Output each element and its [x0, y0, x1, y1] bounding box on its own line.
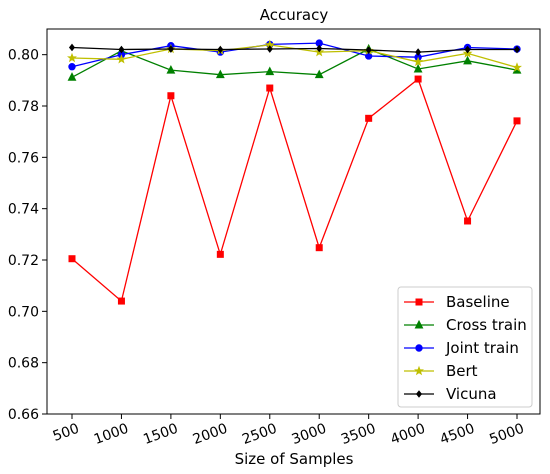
- legend-label-vicuna: Vicuna: [446, 385, 497, 403]
- y-tick-label: 0.80: [8, 48, 39, 64]
- data-point-baseline: [464, 217, 472, 225]
- legend-label-cross-train: Cross train: [446, 316, 527, 334]
- legend-marker-vicuna: [415, 390, 423, 398]
- data-point-baseline: [68, 255, 76, 263]
- data-point-cross-train: [463, 55, 472, 65]
- series-layer: [67, 39, 522, 305]
- x-tick-label: 4500: [438, 421, 477, 448]
- data-point-bert: [512, 62, 522, 72]
- x-tick-label: 4000: [389, 421, 428, 448]
- legend-item-baseline: Baseline: [404, 293, 510, 311]
- data-point-baseline: [266, 84, 274, 92]
- legend: Baseline Cross train Joint train Bert Vicuna: [397, 286, 533, 408]
- data-point-baseline: [315, 244, 323, 252]
- y-tick-label: 0.68: [8, 356, 39, 372]
- legend-item-bert: Bert: [404, 362, 478, 380]
- y-axis: 0.66 0.68 0.70 0.72 0.74 0.76 0.78 0.80: [8, 48, 47, 423]
- series-line-joint-train: [71, 42, 518, 68]
- data-point-vicuna: [415, 48, 422, 56]
- x-tick-label: 3000: [290, 421, 329, 448]
- data-point-bert: [413, 56, 424, 67]
- series-line-cross-train: [71, 48, 518, 78]
- data-point-vicuna: [217, 45, 224, 54]
- legend-item-joint-train: Joint train: [404, 339, 519, 357]
- legend-marker-cross-train: [414, 319, 424, 329]
- series-joint-train: [68, 39, 521, 71]
- data-point-baseline: [167, 92, 175, 100]
- y-tick-label: 0.76: [8, 150, 39, 166]
- data-point-bert: [67, 52, 77, 63]
- x-tick-label: 1500: [141, 421, 180, 448]
- data-point-baseline: [513, 117, 521, 125]
- chart-title: Accuracy: [260, 6, 329, 24]
- data-point-cross-train: [215, 69, 225, 79]
- legend-item-vicuna: Vicuna: [404, 385, 497, 403]
- x-axis-label: Size of Samples: [235, 450, 354, 468]
- x-tick-label: 3500: [339, 421, 378, 448]
- x-tick-label: 2000: [191, 421, 230, 448]
- y-tick-label: 0.70: [8, 304, 39, 320]
- data-point-vicuna: [365, 46, 372, 54]
- legend-marker-joint-train: [415, 344, 423, 352]
- x-tick-label: 500: [51, 421, 82, 445]
- data-point-vicuna: [316, 44, 323, 53]
- data-point-cross-train: [67, 72, 77, 81]
- legend-label-joint-train: Joint train: [445, 339, 519, 357]
- data-point-bert: [116, 54, 127, 64]
- data-point-cross-train: [265, 66, 275, 76]
- data-point-cross-train: [166, 64, 176, 74]
- y-tick-label: 0.66: [8, 407, 39, 423]
- x-axis: 500 1000 1500 2000 2500 3000 3500 4000 4500 5000: [51, 414, 526, 448]
- data-point-vicuna: [118, 45, 125, 54]
- y-tick-label: 0.78: [8, 99, 39, 115]
- y-tick-label: 0.74: [8, 202, 39, 218]
- data-point-vicuna: [266, 45, 273, 53]
- series-baseline: [68, 75, 521, 305]
- series-line-baseline: [71, 78, 518, 303]
- legend-marker-baseline: [415, 298, 423, 306]
- data-point-joint-train: [68, 63, 76, 71]
- x-tick-label: 1000: [92, 421, 131, 448]
- x-tick-label: 2500: [240, 421, 279, 448]
- data-point-vicuna: [68, 43, 76, 52]
- data-point-baseline: [365, 114, 373, 122]
- series-line-vicuna: [71, 46, 517, 53]
- data-point-baseline: [117, 297, 125, 305]
- data-point-vicuna: [167, 45, 174, 53]
- plot-frame: [46, 28, 541, 415]
- legend-item-cross-train: Cross train: [404, 316, 527, 334]
- data-point-cross-train: [314, 69, 324, 79]
- series-bert: [67, 39, 522, 72]
- data-point-vicuna: [513, 45, 521, 54]
- x-tick-label: 5000: [487, 421, 526, 448]
- legend-marker-bert: [414, 365, 424, 376]
- data-point-baseline: [216, 250, 224, 258]
- legend-label-baseline: Baseline: [446, 293, 510, 311]
- data-point-vicuna: [464, 45, 471, 54]
- y-tick-label: 0.72: [8, 253, 39, 269]
- legend-box: [397, 286, 533, 408]
- data-point-cross-train: [413, 63, 423, 73]
- series-vicuna: [68, 43, 521, 56]
- legend-label-bert: Bert: [446, 362, 478, 380]
- data-point-baseline: [414, 75, 422, 83]
